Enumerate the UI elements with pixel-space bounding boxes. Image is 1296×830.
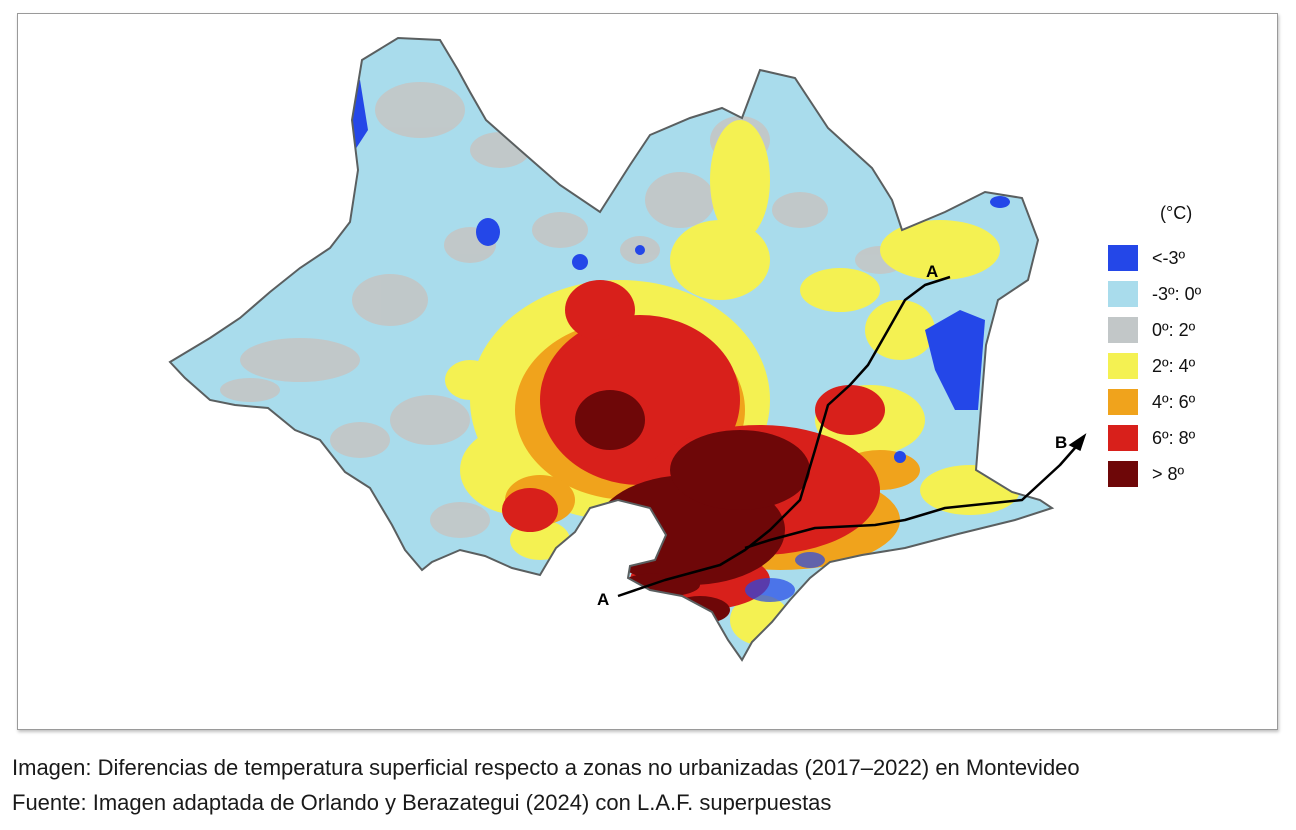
profile-line-a [617, 275, 951, 598]
arrow-head-icon [1068, 433, 1087, 452]
legend-swatch [1108, 461, 1138, 487]
legend-label: 6º: 8º [1152, 427, 1196, 448]
legend: (°C) <-3º -3º: 0º 0º: 2º 2º: 4º 4º: 6º 6… [1108, 200, 1228, 492]
legend-item: -3º: 0º [1108, 276, 1228, 312]
line-label-b-east: B [1055, 433, 1067, 452]
legend-swatch [1108, 425, 1138, 451]
line-label-a-north: A [926, 262, 938, 281]
legend-swatch [1108, 281, 1138, 307]
legend-item: <-3º [1108, 240, 1228, 276]
legend-label: <-3º [1152, 247, 1186, 268]
legend-label: > 8º [1152, 463, 1185, 484]
caption-source: Fuente: Imagen adaptada de Orlando y Ber… [12, 790, 832, 815]
legend-item: 6º: 8º [1108, 420, 1228, 456]
legend-label: 0º: 2º [1152, 319, 1196, 340]
legend-label: -3º: 0º [1152, 283, 1202, 304]
legend-item: > 8º [1108, 456, 1228, 492]
profile-line-b [744, 439, 1083, 550]
legend-swatch [1108, 245, 1138, 271]
legend-swatch [1108, 317, 1138, 343]
legend-item: 2º: 4º [1108, 348, 1228, 384]
legend-swatch [1108, 389, 1138, 415]
legend-item: 4º: 6º [1108, 384, 1228, 420]
caption-title: Imagen: Diferencias de temperatura super… [12, 755, 1080, 780]
line-label-a-south: A [597, 590, 609, 609]
legend-item: 0º: 2º [1108, 312, 1228, 348]
legend-unit: (°C) [1160, 203, 1193, 223]
legend-swatch [1108, 353, 1138, 379]
legend-label: 2º: 4º [1152, 355, 1196, 376]
profile-lines [617, 275, 1083, 598]
legend-label: 4º: 6º [1152, 391, 1196, 412]
